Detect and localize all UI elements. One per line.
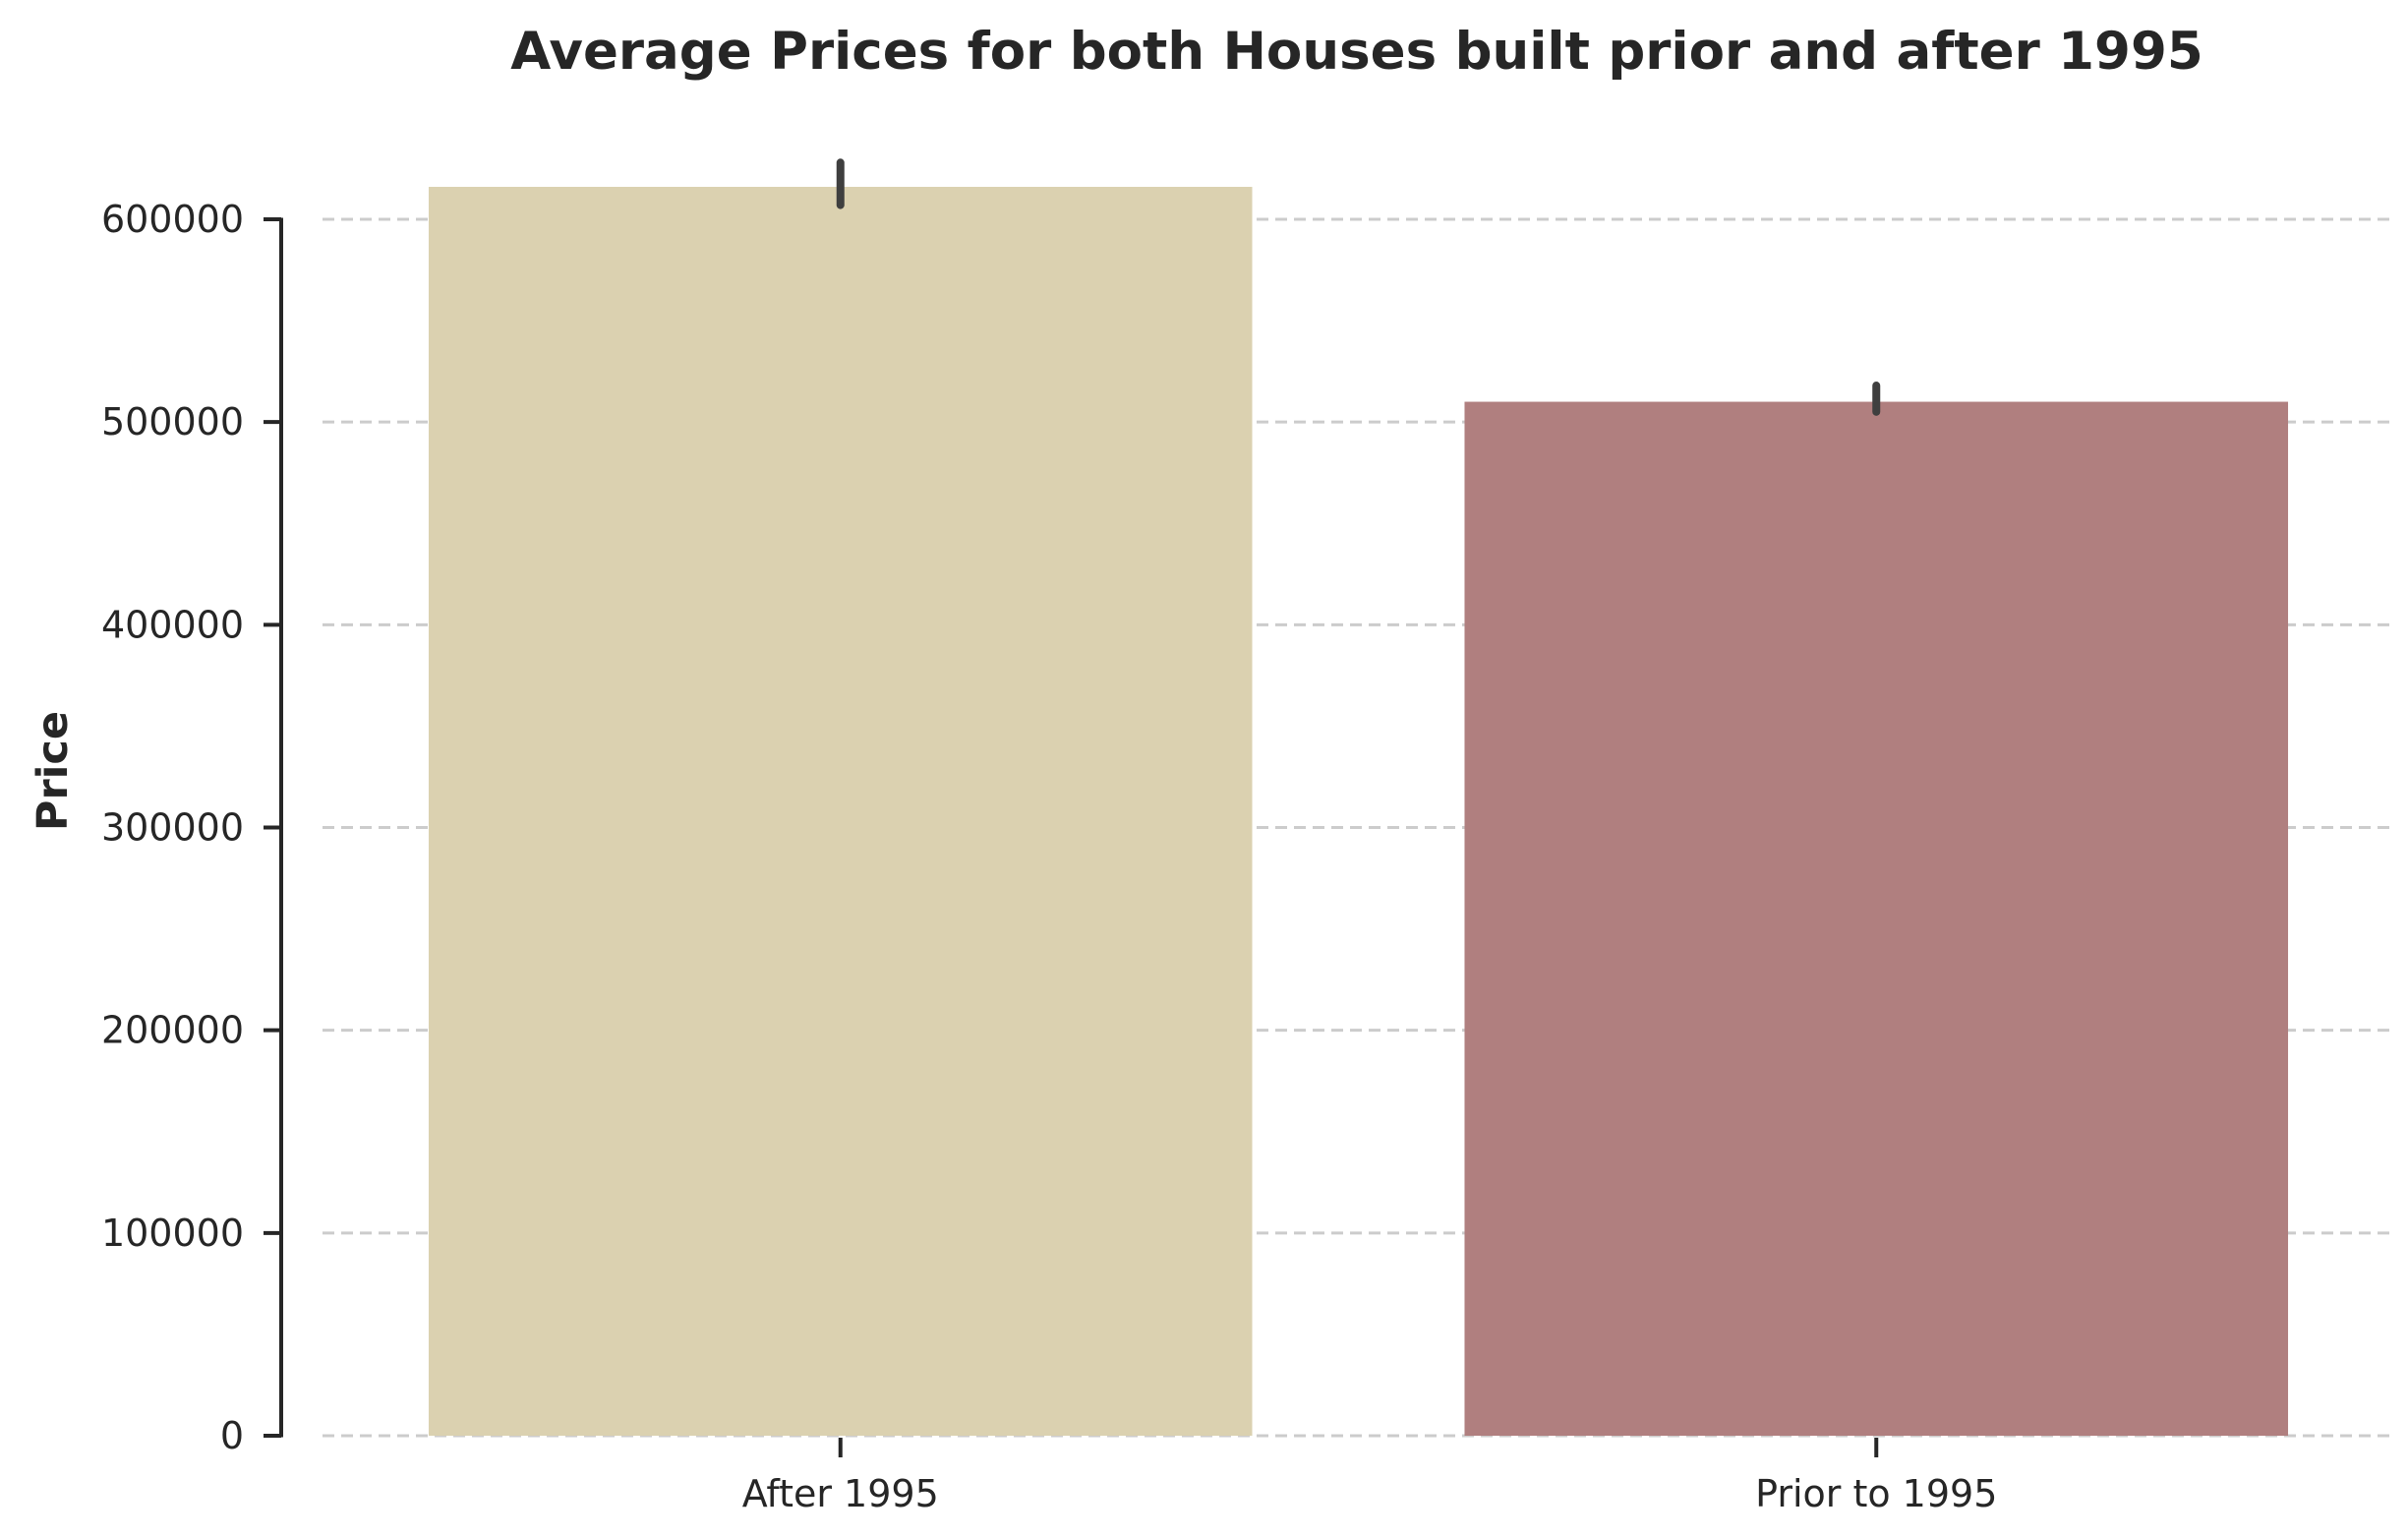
error-bars	[836, 158, 1881, 416]
y-axis-label: Price	[29, 711, 78, 831]
y-tick-label: 100000	[101, 1212, 244, 1255]
bar-after-1995	[428, 187, 1253, 1437]
y-tick-label: 500000	[101, 400, 244, 444]
x-tick-label: Prior to 1995	[1755, 1472, 1997, 1515]
y-axis	[264, 217, 283, 1438]
y-tick-label: 0	[220, 1414, 244, 1457]
y-tick-label: 200000	[101, 1009, 244, 1052]
x-tick-label: After 1995	[742, 1472, 939, 1515]
y-tick-label: 300000	[101, 806, 244, 850]
x-axis: After 1995 Prior to 1995	[742, 1438, 1997, 1515]
chart-title: Average Prices for both Houses built pri…	[510, 22, 2202, 82]
y-tick-label: 600000	[101, 198, 244, 241]
bars	[428, 187, 2289, 1437]
y-tick-labels: 0 100000 200000 300000 400000 500000 600000	[101, 198, 244, 1457]
bar-prior-to-1995	[1464, 401, 2289, 1436]
y-tick-label: 400000	[101, 603, 244, 646]
